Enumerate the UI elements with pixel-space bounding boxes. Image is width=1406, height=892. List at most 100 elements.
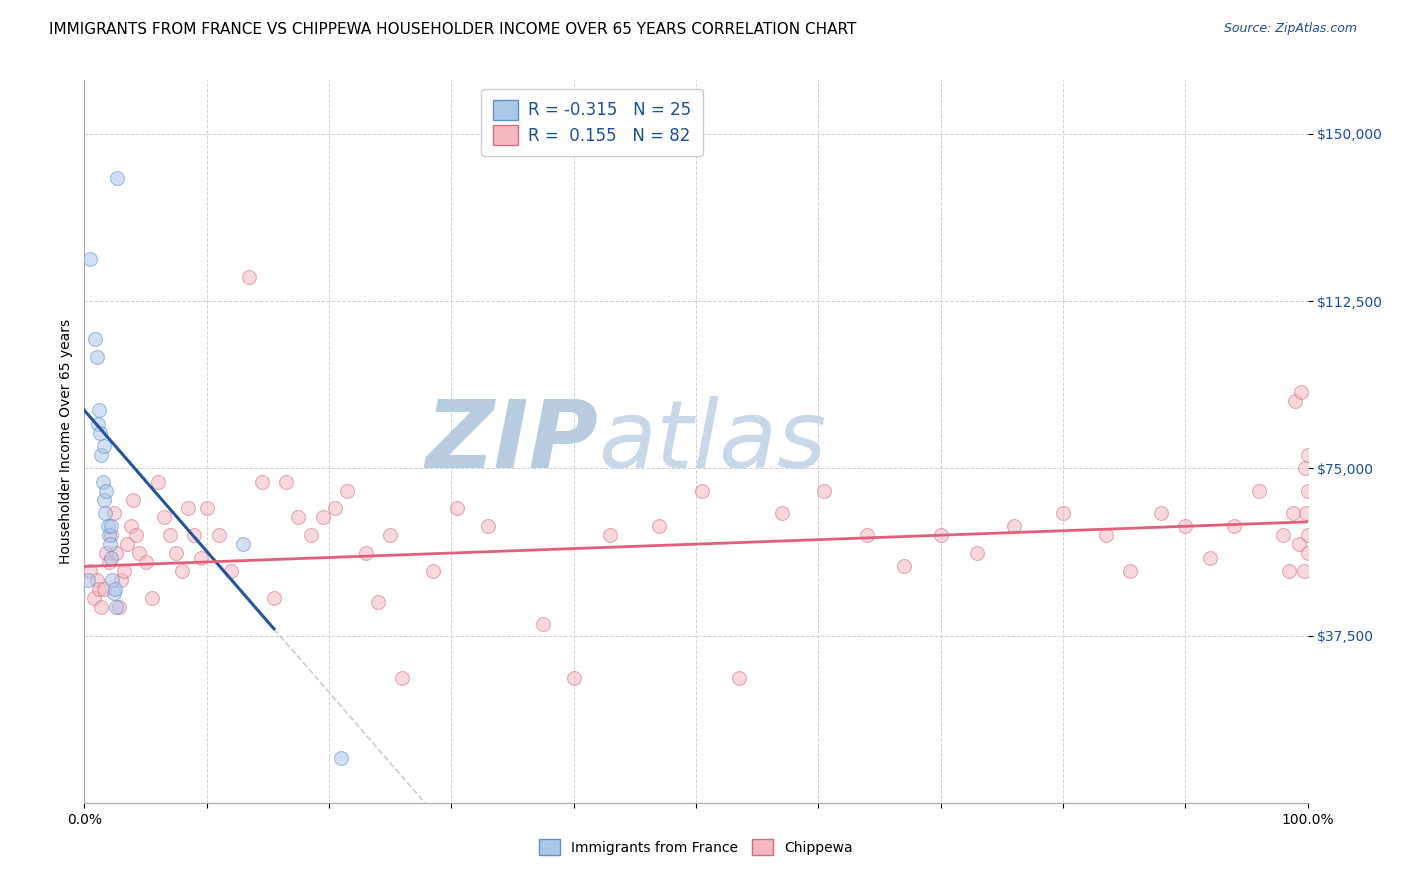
Text: Source: ZipAtlas.com: Source: ZipAtlas.com: [1223, 22, 1357, 36]
Point: [1272, 528, 1295, 542]
Point: [100, 550, 122, 565]
Point: [770, 506, 793, 520]
Point: [91, 475, 114, 489]
Point: [103, 586, 125, 600]
Point: [1278, 564, 1301, 578]
Point: [238, 269, 260, 284]
Point: [380, 528, 402, 542]
Point: [299, 528, 322, 542]
Point: [172, 564, 194, 578]
Point: [96, 483, 118, 498]
Point: [856, 528, 879, 542]
Point: [1002, 519, 1025, 533]
Point: [367, 595, 389, 609]
Point: [87, 403, 110, 417]
Point: [1150, 506, 1173, 520]
Point: [146, 475, 169, 489]
Text: IMMIGRANTS FROM FRANCE VS CHIPPEWA HOUSEHOLDER INCOME OVER 65 YEARS CORRELATION : IMMIGRANTS FROM FRANCE VS CHIPPEWA HOUSE…: [49, 22, 856, 37]
Point: [190, 550, 212, 565]
Point: [893, 559, 915, 574]
Point: [690, 483, 713, 498]
Point: [97, 555, 120, 569]
Point: [103, 506, 125, 520]
Point: [83, 591, 105, 605]
Point: [90, 599, 112, 614]
Point: [1174, 519, 1197, 533]
Point: [135, 555, 157, 569]
Point: [98, 537, 121, 551]
Point: [93, 582, 115, 596]
Point: [105, 599, 128, 614]
Point: [477, 519, 499, 533]
Legend: Immigrants from France, Chippewa: Immigrants from France, Chippewa: [534, 834, 858, 861]
Point: [531, 617, 554, 632]
Point: [1296, 546, 1319, 560]
Point: [813, 483, 835, 498]
Point: [312, 510, 335, 524]
Point: [100, 519, 122, 533]
Point: [446, 501, 468, 516]
Point: [101, 573, 124, 587]
Point: [219, 564, 242, 578]
Point: [562, 671, 585, 685]
Point: [104, 582, 127, 596]
Point: [330, 751, 353, 765]
Point: [87, 417, 110, 431]
Point: [1247, 483, 1270, 498]
Point: [287, 510, 309, 524]
Point: [727, 671, 749, 685]
Point: [112, 564, 135, 578]
Point: [1284, 394, 1306, 409]
Point: [1296, 528, 1319, 542]
Point: [96, 546, 118, 560]
Point: [1119, 564, 1142, 578]
Point: [86, 350, 108, 364]
Text: ZIP: ZIP: [425, 395, 598, 488]
Point: [1294, 461, 1316, 475]
Point: [1296, 483, 1319, 498]
Point: [115, 537, 138, 551]
Point: [97, 528, 120, 542]
Y-axis label: Householder Income Over 65 years: Householder Income Over 65 years: [59, 319, 73, 564]
Point: [79, 252, 101, 266]
Point: [263, 591, 285, 605]
Text: atlas: atlas: [598, 396, 827, 487]
Point: [110, 573, 132, 587]
Point: [336, 483, 359, 498]
Point: [422, 564, 444, 578]
Point: [153, 510, 176, 524]
Point: [1296, 448, 1319, 462]
Point: [84, 332, 107, 346]
Point: [93, 439, 115, 453]
Point: [125, 528, 148, 542]
Point: [1295, 506, 1317, 520]
Point: [354, 546, 377, 560]
Point: [105, 546, 128, 560]
Point: [599, 528, 621, 542]
Point: [87, 582, 110, 596]
Point: [93, 492, 115, 507]
Point: [89, 425, 111, 440]
Point: [276, 475, 298, 489]
Point: [250, 475, 273, 489]
Point: [100, 528, 122, 542]
Point: [1288, 537, 1310, 551]
Point: [391, 671, 413, 685]
Point: [1223, 519, 1246, 533]
Point: [159, 528, 181, 542]
Point: [86, 573, 108, 587]
Point: [929, 528, 952, 542]
Point: [177, 501, 200, 516]
Point: [165, 546, 187, 560]
Point: [90, 448, 112, 462]
Point: [141, 591, 163, 605]
Point: [1052, 506, 1074, 520]
Point: [122, 492, 145, 507]
Point: [1282, 506, 1305, 520]
Point: [195, 501, 218, 516]
Point: [120, 519, 142, 533]
Point: [1094, 528, 1116, 542]
Point: [323, 501, 346, 516]
Point: [1198, 550, 1220, 565]
Point: [648, 519, 671, 533]
